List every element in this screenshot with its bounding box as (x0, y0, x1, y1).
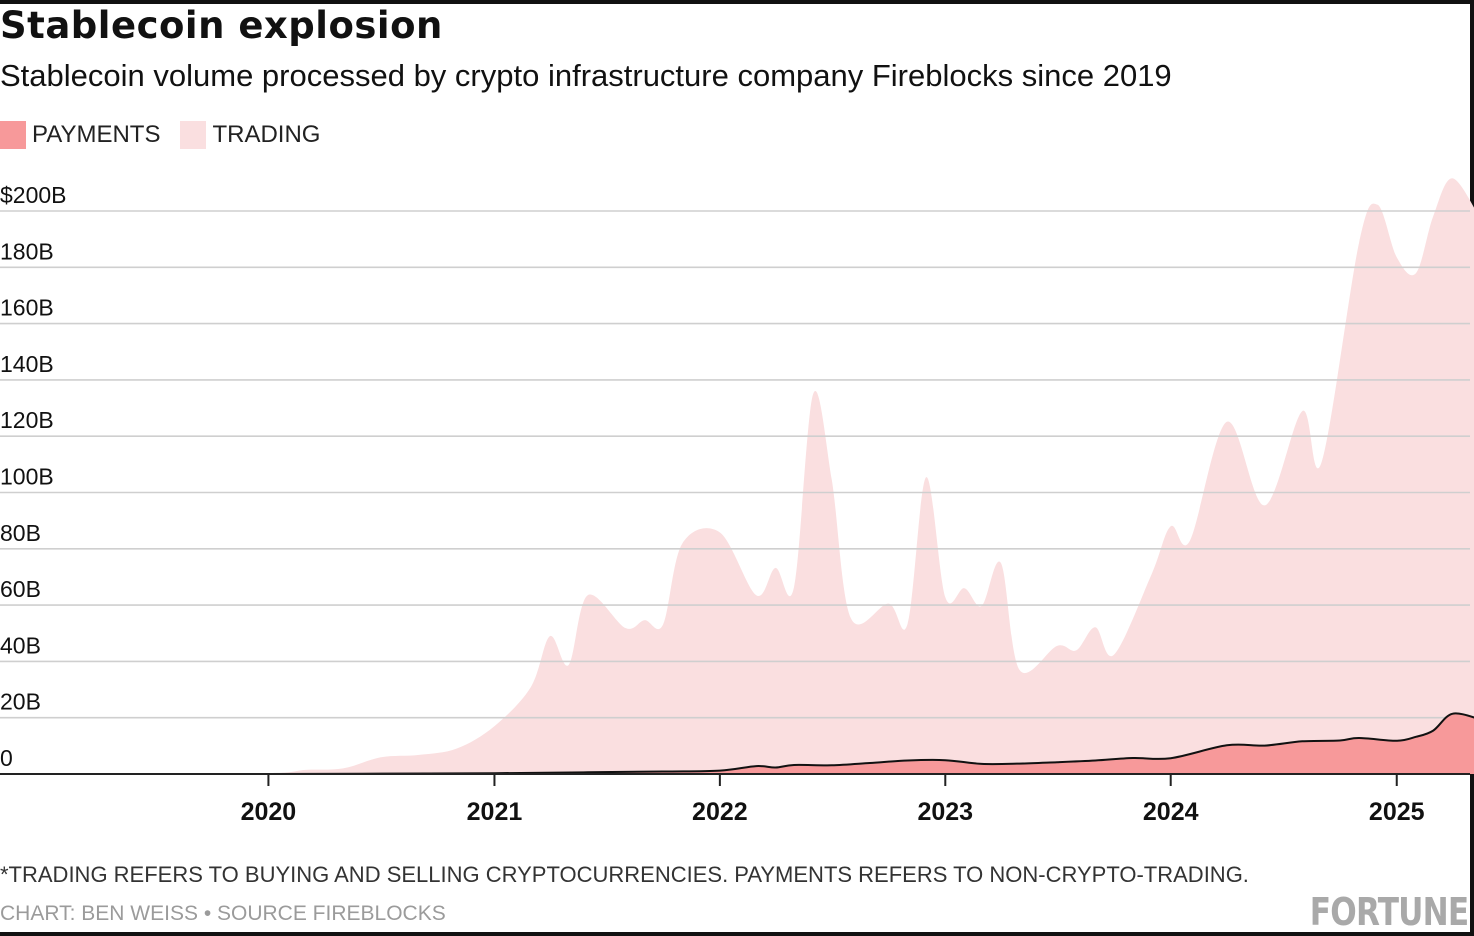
y-tick-label: 20B (0, 689, 41, 715)
chart-subtitle: Stablecoin volume processed by crypto in… (0, 58, 1172, 93)
y-tick-label: 180B (0, 238, 54, 264)
legend: PAYMENTS TRADING (0, 121, 340, 149)
y-tick-label: 160B (0, 295, 54, 321)
legend-swatch-trading (180, 121, 207, 149)
x-tick-label: 2024 (1143, 798, 1199, 826)
y-tick-label: $200B (0, 182, 67, 208)
stacked-area-chart: 0 20B 40B 60B 80B 100B 120B 140B 160B 180B $200B 20… (0, 178, 1474, 826)
y-tick-label: 0 (0, 745, 13, 771)
y-tick-label: 100B (0, 464, 54, 490)
x-tick-label: 2020 (241, 798, 297, 826)
y-tick-label: 140B (0, 351, 54, 377)
x-tick-label: 2025 (1369, 798, 1425, 826)
trading-area (43, 178, 1474, 775)
footnote: *TRADING REFERS TO BUYING AND SELLING CR… (0, 862, 1249, 887)
fortune-logo: FORTUNE (1309, 890, 1468, 934)
chart-title: Stablecoin explosion (0, 4, 443, 47)
legend-swatch-payments (0, 121, 26, 149)
x-tick-label: 2022 (692, 798, 748, 826)
legend-label-payments: PAYMENTS (32, 121, 161, 148)
legend-item-payments: PAYMENTS (0, 121, 160, 149)
top-border (0, 0, 1474, 4)
x-tick-label: 2023 (917, 798, 973, 826)
y-tick-label: 60B (0, 576, 41, 602)
y-tick-label: 80B (0, 520, 41, 546)
legend-item-trading: TRADING (180, 121, 320, 149)
x-tick-label: 2021 (467, 798, 523, 826)
payments-area (43, 713, 1474, 775)
source-credit: CHART: BEN WEISS • SOURCE FIREBLOCKS (0, 902, 446, 925)
y-tick-label: 120B (0, 407, 54, 433)
bottom-border (0, 932, 1474, 936)
legend-label-trading: TRADING (212, 121, 321, 148)
y-tick-label: 40B (0, 632, 41, 658)
